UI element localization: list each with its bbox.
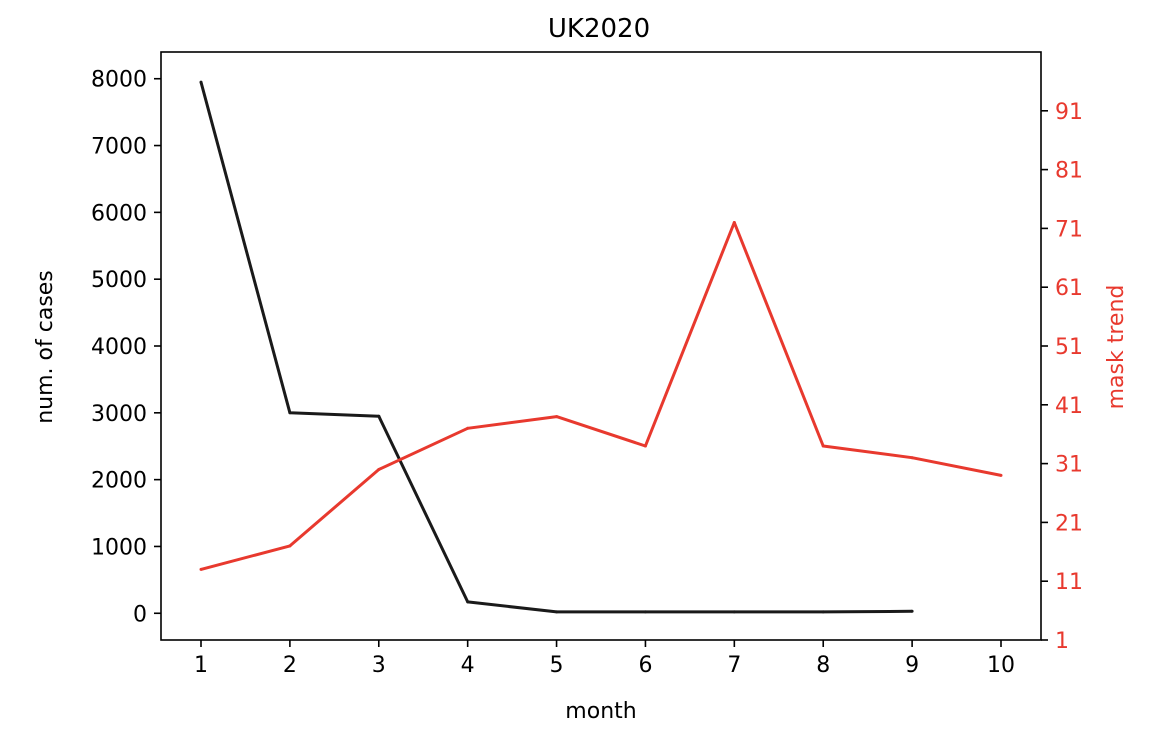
series-layer	[199, 80, 1003, 614]
cases-data-point	[643, 610, 647, 614]
cases-data-point	[466, 600, 470, 604]
y-tick-label: 6000	[91, 201, 147, 226]
mask-data-point	[555, 415, 559, 419]
y2-tick-label: 51	[1055, 335, 1083, 360]
x-tick-label: 7	[727, 653, 741, 678]
y2-tick-label: 71	[1055, 217, 1083, 242]
y-tick-label: 7000	[91, 135, 147, 160]
x-tick-label: 5	[550, 653, 564, 678]
x-tick-label: 1	[194, 653, 208, 678]
x-tick-label: 4	[461, 653, 475, 678]
y-axis-title: num. of cases	[33, 270, 58, 424]
y-axis-left: 0 1000 2000 3000 4000 5000 6000 7000 8000	[91, 68, 161, 627]
y2-tick-label: 21	[1055, 511, 1083, 536]
mask-data-point	[288, 544, 292, 548]
y2-tick-label: 41	[1055, 394, 1083, 419]
y-tick-label: 8000	[91, 68, 147, 93]
cases-data-point	[377, 414, 381, 418]
x-tick-label: 10	[987, 653, 1015, 678]
y2-tick-label: 91	[1055, 100, 1083, 125]
y-tick-label: 1000	[91, 535, 147, 560]
y-tick-label: 2000	[91, 469, 147, 494]
x-axis-title: month	[565, 699, 636, 724]
cases-data-point	[821, 610, 825, 614]
x-axis: 1 2 3 4 5 6 7 8 9 10	[194, 640, 1015, 678]
mask-data-point	[732, 221, 736, 224]
y2-tick-label: 1	[1055, 629, 1069, 654]
mask-data-point	[910, 456, 914, 460]
y2-tick-label: 31	[1055, 453, 1083, 478]
y2-tick-label: 81	[1055, 159, 1083, 184]
x-tick-label: 8	[816, 653, 830, 678]
mask-data-point	[643, 444, 647, 448]
x-tick-label: 9	[905, 653, 919, 678]
mask-data-point	[821, 444, 825, 448]
chart-title: UK2020	[548, 14, 650, 44]
mask-data-point	[466, 426, 470, 430]
mask-data-point	[999, 473, 1003, 477]
y-tick-label: 0	[133, 602, 147, 627]
cases-data-point	[910, 609, 914, 613]
mask-data-point	[377, 468, 381, 471]
x-tick-label: 2	[283, 653, 297, 678]
x-tick-label: 3	[372, 653, 386, 678]
cases-data-point	[288, 411, 292, 415]
y2-axis-title: mask trend	[1104, 285, 1129, 410]
y-tick-label: 4000	[91, 335, 147, 360]
mask-series-line	[200, 221, 1002, 571]
cases-data-point	[555, 610, 559, 614]
y2-tick-label: 61	[1055, 276, 1083, 301]
x-tick-label: 6	[638, 653, 652, 678]
y-tick-label: 5000	[91, 268, 147, 293]
cases-data-point	[732, 610, 736, 614]
mask-data-point	[199, 567, 203, 571]
y-tick-label: 3000	[91, 402, 147, 427]
y2-tick-label: 11	[1055, 570, 1083, 595]
cases-data-point	[199, 80, 203, 84]
